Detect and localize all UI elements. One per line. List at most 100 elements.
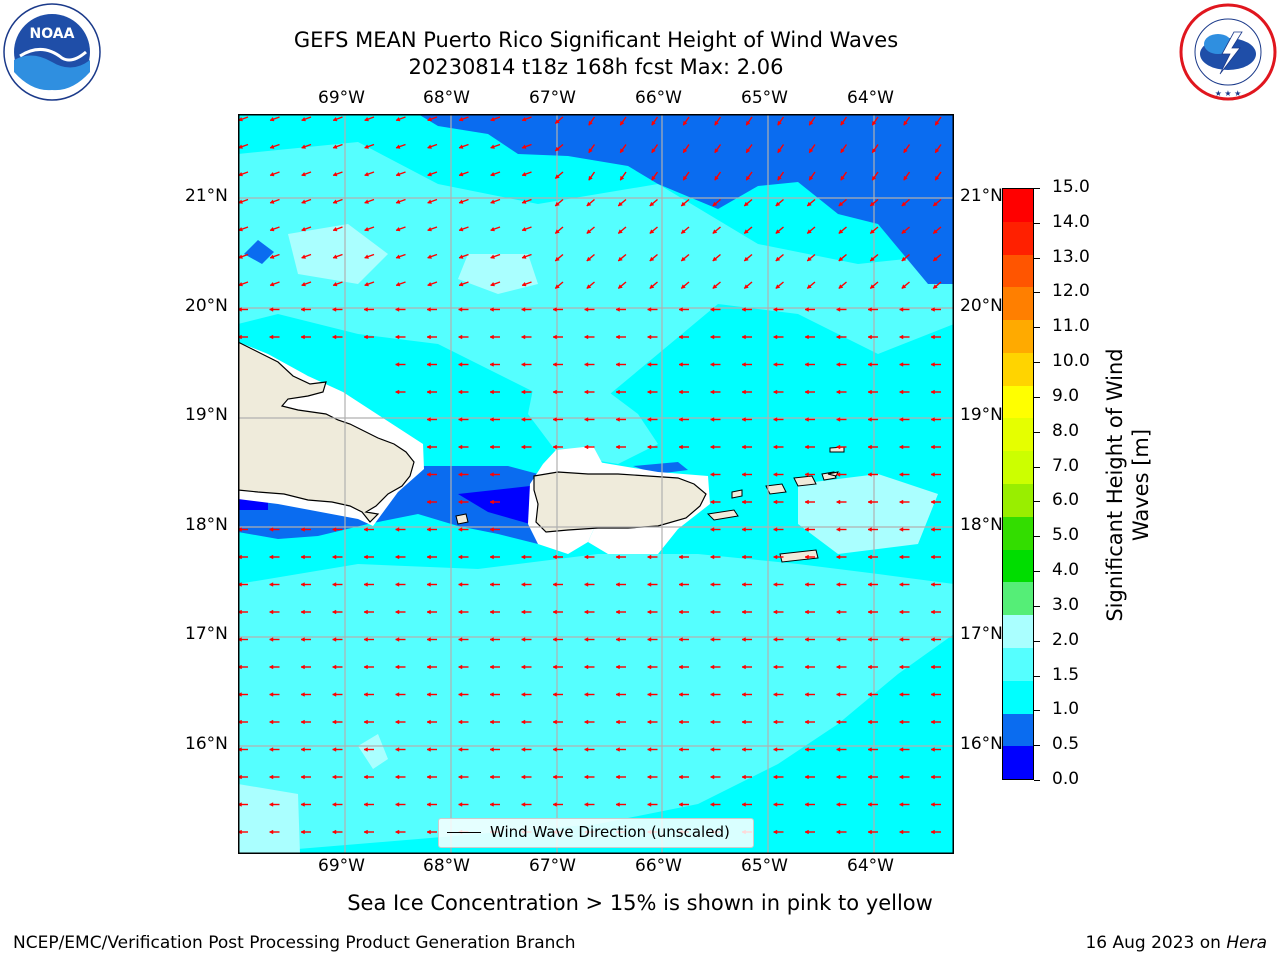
- wind-wave-arrowhead: [238, 609, 242, 615]
- wind-wave-arrowhead: [331, 802, 337, 807]
- wind-wave-arrowhead: [238, 226, 243, 232]
- wind-wave-arrowhead: [772, 609, 778, 615]
- wind-wave-arrowhead: [588, 120, 593, 126]
- wind-wave-arrowhead: [620, 148, 625, 154]
- wind-wave-arrowhead: [301, 199, 306, 204]
- wind-wave-arrowhead: [426, 829, 431, 835]
- wind-wave-arrowhead: [678, 417, 683, 422]
- colorbar-segment: [1003, 320, 1033, 353]
- colorbar-segment: [1003, 746, 1033, 780]
- colorbar-tick-label: 11.0: [1052, 316, 1090, 337]
- wind-wave-arrowhead: [238, 334, 242, 340]
- wind-wave-arrowhead: [554, 174, 560, 179]
- colorbar-tick-label: 1.0: [1052, 699, 1080, 720]
- wind-wave-arrowhead: [709, 609, 715, 615]
- wind-wave-arrowhead: [617, 201, 623, 207]
- wind-wave-arrowhead: [364, 254, 369, 259]
- wind-wave-arrowhead: [583, 609, 589, 615]
- wind-wave-arrowhead: [615, 692, 620, 697]
- wind-wave-arrowhead: [426, 362, 431, 367]
- wind-wave-arrowhead: [490, 144, 495, 149]
- colorbar-tick-mark: [1034, 222, 1040, 224]
- wind-wave-arrowhead: [709, 664, 715, 670]
- lat-label-right: 18°N: [960, 515, 1003, 535]
- wind-wave-arrowhead: [426, 444, 431, 450]
- wind-wave-arrowhead: [458, 144, 464, 149]
- wind-wave-arrowhead: [426, 417, 431, 422]
- wind-wave-arrowhead: [457, 719, 463, 725]
- wind-wave-arrowhead: [457, 527, 463, 532]
- wind-wave-arrowhead: [363, 747, 368, 752]
- wind-wave-arrowhead: [588, 175, 593, 181]
- wind-wave-arrowhead: [583, 664, 589, 670]
- wind-wave-arrowhead: [331, 527, 337, 532]
- wind-wave-arrowhead: [898, 829, 904, 835]
- wind-wave-arrowhead: [489, 527, 494, 532]
- colorbar-tick-mark: [1034, 466, 1040, 468]
- wind-wave-arrowhead: [835, 719, 841, 725]
- wind-wave-arrowhead: [489, 444, 494, 450]
- wind-wave-arrowhead: [331, 829, 337, 835]
- wind-wave-arrowhead: [520, 554, 526, 560]
- colorbar-tick-label: 9.0: [1052, 385, 1080, 406]
- colorbar-segment: [1003, 549, 1033, 583]
- wind-wave-arrowhead: [806, 229, 812, 234]
- wind-wave-arrowhead: [238, 582, 242, 587]
- wind-wave-arrowhead: [867, 719, 872, 725]
- wind-wave-arrowhead: [772, 664, 778, 670]
- colorbar-tick-mark: [1034, 780, 1040, 781]
- wind-wave-arrowhead: [678, 582, 683, 587]
- wind-wave-arrowhead: [678, 637, 683, 642]
- wind-wave-arrowhead: [268, 334, 274, 340]
- wind-wave-arrowhead: [615, 362, 620, 367]
- wind-wave-arrowhead: [394, 554, 400, 560]
- wind-wave-arrowhead: [458, 254, 464, 259]
- wind-wave-arrowhead: [930, 334, 935, 340]
- wind-wave-arrowhead: [300, 307, 305, 312]
- wind-wave-arrowhead: [457, 417, 463, 422]
- colorbar-segment: [1003, 221, 1033, 255]
- wind-wave-arrowhead: [930, 829, 935, 835]
- wind-wave-arrowhead: [268, 829, 274, 835]
- wind-wave-arrowhead: [741, 747, 746, 752]
- lat-label-left: 16°N: [185, 734, 228, 754]
- wind-wave-arrowhead: [678, 307, 683, 312]
- wind-wave-arrowhead: [930, 389, 935, 395]
- wind-wave-arrowhead: [394, 527, 400, 532]
- wind-wave-arrowhead: [301, 171, 306, 177]
- wind-wave-arrowhead: [646, 417, 652, 422]
- wind-wave-arrowhead: [238, 171, 243, 177]
- wind-wave-arrowhead: [772, 527, 778, 532]
- footer-date: 16 Aug 2023 on: [1085, 933, 1221, 953]
- wind-wave-arrowhead: [520, 362, 526, 367]
- map-canvas: [238, 114, 954, 854]
- wind-wave-arrowhead: [586, 284, 592, 289]
- colorbar-tick-label: 0.0: [1052, 769, 1080, 789]
- wind-wave-arrowhead: [804, 527, 809, 532]
- lon-label-top: 69°W: [318, 88, 365, 108]
- wind-wave-arrowhead: [741, 802, 746, 807]
- wind-wave-arrowhead: [363, 829, 368, 835]
- colorbar-tick-mark: [1034, 745, 1040, 747]
- wind-wave-arrowhead: [554, 119, 560, 124]
- wind-wave-arrowhead: [268, 747, 274, 752]
- wind-wave-arrowhead: [426, 499, 431, 505]
- wind-wave-arrowhead: [332, 116, 338, 122]
- wind-wave-arrowhead: [709, 362, 715, 367]
- lon-label-bottom: 69°W: [318, 856, 365, 876]
- wind-wave-arrowhead: [331, 774, 337, 780]
- wind-wave-arrowhead: [646, 802, 652, 807]
- colorbar-segment: [1003, 352, 1033, 386]
- wind-wave-arrowhead: [269, 171, 275, 177]
- wind-wave-arrowhead: [583, 747, 589, 752]
- lat-label-right: 20°N: [960, 296, 1003, 316]
- colorbar-label: Significant Height of Wind Waves [m]: [1103, 348, 1153, 622]
- wind-wave-arrowhead: [395, 254, 401, 259]
- wind-wave-arrowhead: [238, 637, 242, 642]
- wind-wave-arrowhead: [741, 582, 746, 587]
- footer-right: 16 Aug 2023 on Hera: [1085, 933, 1267, 953]
- lon-label-bottom: 65°W: [741, 856, 788, 876]
- wind-wave-arrowhead: [617, 229, 623, 234]
- wind-wave-arrowhead: [521, 144, 527, 149]
- lat-label-right: 21°N: [960, 186, 1003, 206]
